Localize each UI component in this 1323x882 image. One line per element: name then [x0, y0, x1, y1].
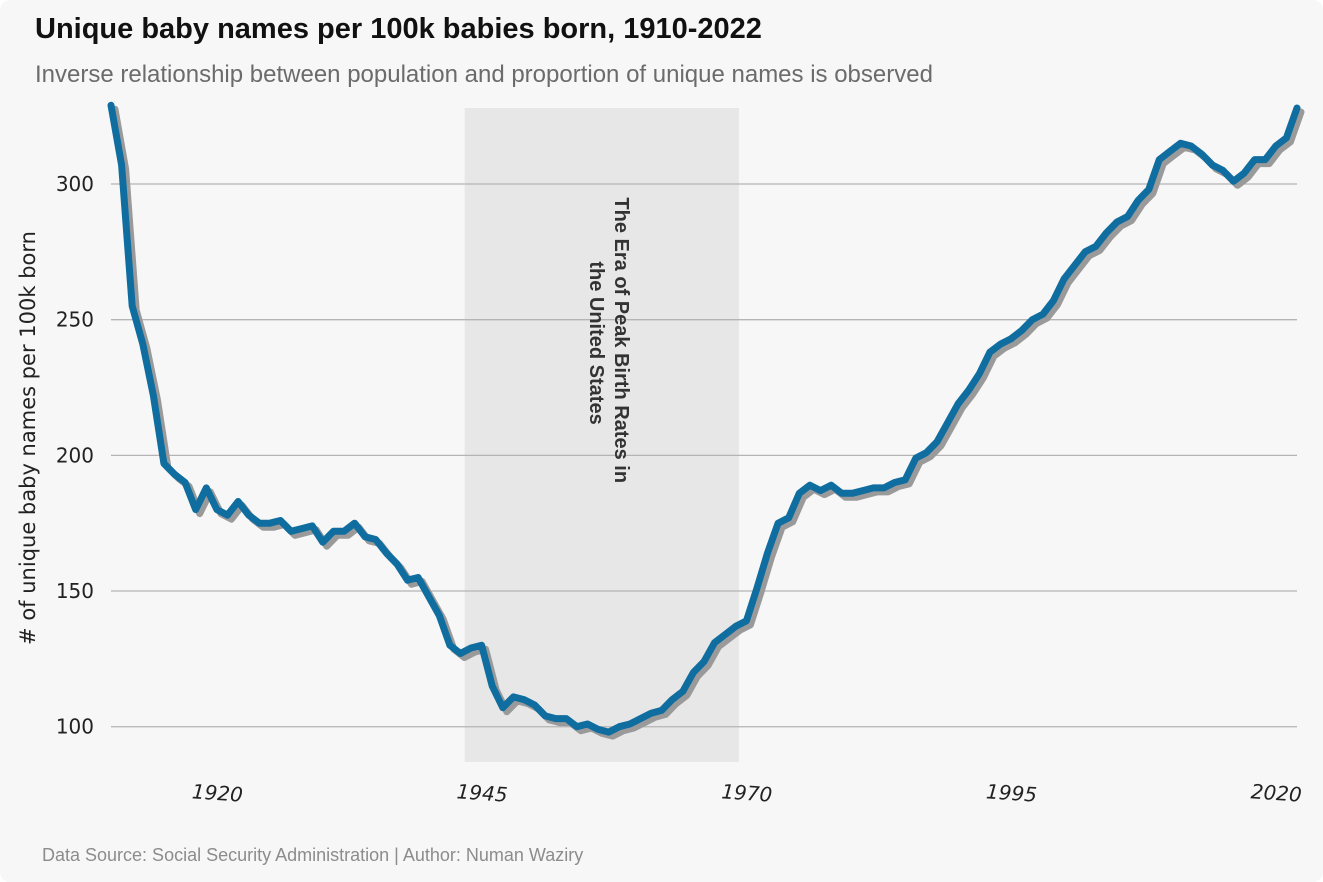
x-tick-label: 1970 — [721, 779, 773, 806]
data-source-footer: Data Source: Social Security Administrat… — [42, 845, 584, 865]
peak-birth-era-band — [464, 108, 739, 762]
x-tick-label: 1995 — [985, 779, 1037, 806]
annotation-line-1: The Era of Peak Birth Rates in — [610, 197, 632, 483]
chart-subtitle: Inverse relationship between population … — [35, 61, 933, 88]
y-tick-label: 100 — [56, 715, 94, 739]
y-tick-label: 300 — [56, 172, 94, 196]
peak-birth-era-annotation: The Era of Peak Birth Rates in the Unite… — [585, 197, 632, 488]
x-tick-label: 2020 — [1250, 779, 1302, 806]
series-line — [107, 101, 1301, 736]
y-tick-label: 200 — [56, 443, 94, 467]
y-axis-ticks: 100 150 200 250 300 — [56, 172, 94, 739]
y-axis-title: # of unique baby names per 100k born — [16, 231, 40, 645]
x-tick-label: 1945 — [456, 779, 508, 806]
gridlines — [111, 183, 1297, 728]
annotation-line-2: the United States — [585, 261, 607, 424]
x-axis-ticks: 1920 1945 1970 1995 2020 — [191, 779, 1302, 806]
y-tick-label: 150 — [56, 579, 94, 603]
x-tick-label: 1920 — [191, 779, 243, 806]
chart-title: Unique baby names per 100k babies born, … — [35, 13, 762, 45]
y-tick-label: 250 — [56, 308, 94, 332]
